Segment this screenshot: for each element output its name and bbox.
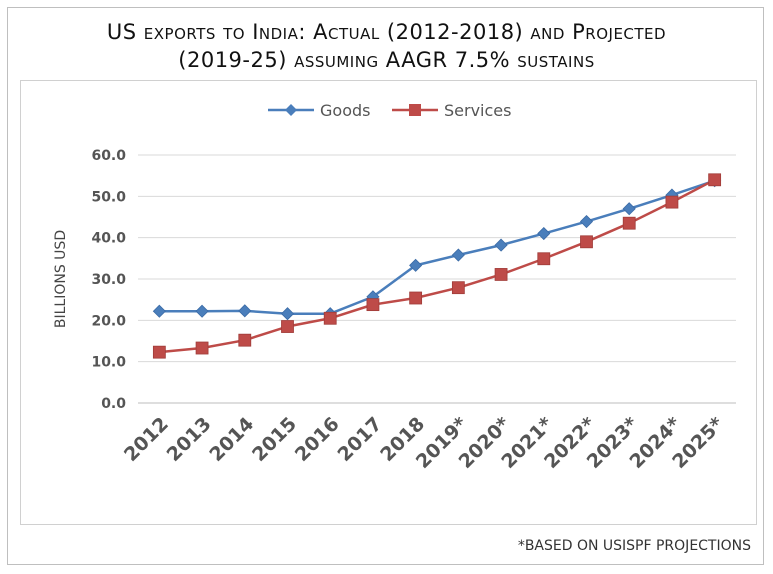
y-axis-label: BILLIONS USD [53, 230, 69, 328]
y-tick-label: 60.0 [91, 148, 126, 164]
services-point [708, 173, 722, 187]
plot-area-frame [20, 80, 757, 525]
chart-title: US exports to India: Actual (2012-2018) … [0, 18, 773, 74]
goods-point [622, 202, 636, 216]
services-point [195, 341, 209, 355]
footnote: *BASED ON USISPF PROJECTIONS [517, 538, 751, 554]
services-point [238, 333, 252, 347]
goods-point [238, 304, 252, 318]
goods-point [579, 214, 594, 229]
goods-point [494, 238, 508, 252]
goods-legend-marker [285, 104, 297, 116]
services-point [665, 195, 679, 209]
goods-series-line [159, 179, 716, 315]
services-point [622, 216, 636, 230]
goods-legend-label: Goods [320, 101, 370, 120]
services-point [409, 291, 423, 305]
goods-point [152, 304, 166, 318]
y-tick-label: 10.0 [91, 355, 126, 371]
y-tick-label: 30.0 [91, 272, 126, 288]
services-point [323, 311, 337, 325]
services-point [451, 281, 465, 295]
goods-point [195, 304, 209, 318]
services-series-line [159, 178, 716, 354]
goods-point [537, 226, 551, 241]
chart-title-line-1: US exports to India: Actual (2012-2018) … [106, 20, 667, 44]
services-point [537, 252, 551, 266]
services-point [580, 235, 593, 249]
goods-point [451, 248, 465, 262]
services-point [366, 298, 380, 312]
services-point [281, 320, 294, 333]
y-tick-label: 40.0 [91, 231, 126, 247]
goods-point [280, 307, 295, 321]
x-tick-label: 2013 [163, 413, 216, 466]
x-tick-label: 2012 [120, 413, 173, 466]
x-tick-label: 2017 [334, 413, 387, 466]
y-tick-label: 0.0 [101, 396, 126, 412]
x-tick-label: 2015 [248, 413, 301, 466]
chart-title-line-2: (2019-25) assuming AAGR 7.5% sustains [178, 48, 595, 72]
y-tick-label: 20.0 [91, 313, 126, 329]
goods-point [409, 258, 423, 272]
y-tick-label: 50.0 [91, 189, 126, 205]
services-legend-label: Services [444, 101, 511, 120]
services-point [494, 268, 508, 281]
x-tick-label: 2014 [205, 413, 258, 466]
services-point [152, 345, 166, 359]
x-tick-label: 2016 [291, 413, 344, 466]
services-legend-marker [409, 104, 421, 116]
